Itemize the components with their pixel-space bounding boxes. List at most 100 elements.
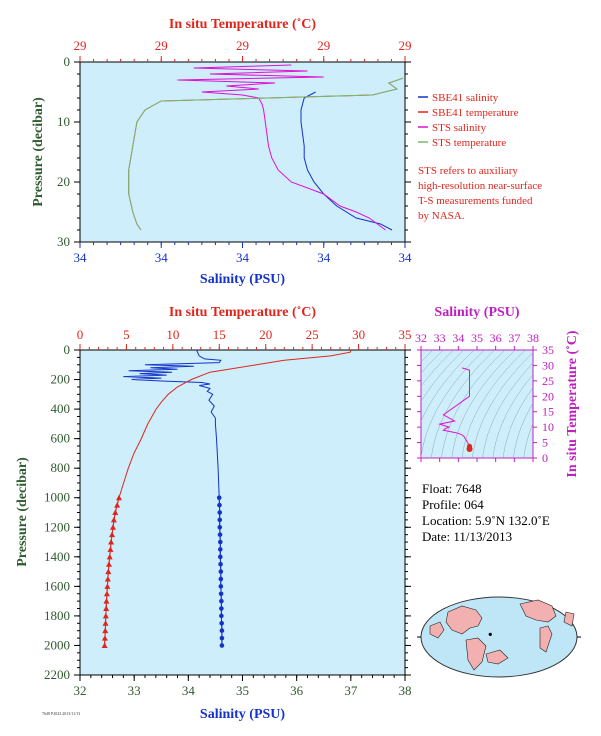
bottom-temp-tick-label: 25: [306, 327, 319, 342]
top-series-sts-salinity: [177, 64, 386, 231]
top-plot-area: [79, 61, 406, 243]
density-contour: [421, 350, 444, 374]
bottom-sal-tick-label: 33: [128, 683, 141, 698]
sts-note-line: by NASA.: [418, 210, 465, 222]
map-landmass: [445, 605, 483, 635]
ts-temp-tick-label: 0: [542, 451, 548, 465]
bottom-pressure-tick-label: 600: [51, 431, 71, 446]
map-landmass: [485, 649, 509, 665]
density-contour: [523, 422, 533, 458]
ts-temp-tick-label: 30: [542, 358, 554, 372]
density-contour: [421, 350, 475, 422]
map-landmass: [429, 621, 445, 639]
ts-temp-tick-label: 15: [542, 405, 554, 419]
float-location: Location: 5.9˚N 132.0˚E: [422, 513, 550, 528]
bottom-temp-tick-label: 35: [399, 327, 412, 342]
legend-label: SBE41 temperature: [432, 107, 519, 119]
profile-date: Date: 11/13/2013: [422, 529, 513, 544]
profile-number: Profile: 064: [422, 497, 484, 512]
ts-temp-tick-label: 20: [542, 389, 554, 403]
sts-note-line: STS refers to auxiliary: [418, 165, 518, 177]
sts-note-line: high-resolution near-surface: [418, 180, 542, 192]
top-temp-tick-label: 29: [399, 38, 412, 53]
float-location-marker: [488, 632, 492, 636]
float-id: Float: 7648: [422, 481, 482, 496]
bottom-series-temperature-markers-line: [104, 497, 120, 646]
ts-curve: [437, 367, 470, 450]
sts-note-line: T-S measurements funded: [418, 195, 533, 207]
top-sal-tick-label: 34: [155, 250, 169, 265]
bottom-sal-tick-label: 34: [182, 683, 196, 698]
ts-sal-tick-label: 36: [490, 331, 502, 345]
bottom-series-salinity-markers-line: [218, 497, 223, 646]
map-landmass: [465, 637, 487, 671]
map-landmass: [519, 599, 557, 623]
map-landmass: [563, 611, 575, 627]
top-temp-tick-label: 29: [317, 38, 330, 53]
top-legend: SBE41 salinity SBE41 temperature STS salin…: [418, 92, 542, 222]
density-contour: [482, 362, 533, 458]
ts-sal-tick-label: 38: [527, 331, 539, 345]
top-sal-axis-title: Salinity (PSU): [200, 272, 286, 287]
density-contour: [421, 350, 485, 458]
density-contour: [421, 350, 454, 387]
ts-sal-tick-label: 37: [508, 331, 520, 345]
ts-temp-axis-title: In situ Temperature (˚C): [565, 330, 580, 477]
float-info: Float: 7648 Profile: 064 Location: 5.9˚N…: [422, 481, 550, 545]
top-pressure-tick-label: 10: [57, 114, 70, 129]
ts-deep-cluster: [467, 443, 473, 449]
top-temp-tick-label: 29: [74, 38, 87, 53]
top-series-sbe41-salinity: [300, 91, 393, 231]
bottom-pressure-tick-label: 400: [51, 401, 71, 416]
ts-sal-axis-title: Salinity (PSU): [434, 305, 520, 320]
bottom-temp-tick-label: 15: [213, 327, 226, 342]
bottom-pressure-tick-label: 2200: [44, 667, 70, 682]
world-map: [417, 596, 581, 678]
bottom-temp-tick-label: 30: [352, 327, 365, 342]
density-contour: [502, 387, 533, 458]
map-landmass: [539, 625, 553, 653]
bottom-pressure-tick-label: 1000: [44, 490, 70, 505]
bottom-sal-tick-label: 35: [236, 683, 249, 698]
ts-temp-tick-label: 5: [542, 436, 548, 450]
bottom-pressure-tick-label: 1800: [44, 608, 70, 623]
ts-temp-tick-label: 35: [542, 343, 554, 357]
top-temp-tick-label: 29: [155, 38, 168, 53]
temperature-marker: [116, 494, 122, 501]
density-contour: [441, 350, 506, 458]
legend-label: STS temperature: [432, 137, 506, 149]
footer-small-text: 7648 P2023 2013/11/13: [42, 711, 81, 716]
density-contour: [492, 374, 533, 458]
bottom-panel: 0 5 10 15 20 25 30 35 32 33 34 35 36 37 38 0 200 400 600 80…: [15, 305, 412, 722]
bottom-plot-area: [79, 349, 406, 676]
top-temp-axis-title: In situ Temperature (˚C): [169, 17, 316, 32]
bottom-sal-tick-label: 38: [399, 683, 412, 698]
top-panel: 29 29 29 29 29 34 34 34 34 34 0 10 20 30 In situ Tempe…: [31, 17, 412, 287]
ts-density-contours: [421, 350, 533, 458]
density-contour: [421, 350, 464, 403]
ts-temp-tick-label: 10: [542, 420, 554, 434]
bottom-temp-tick-label: 5: [123, 327, 130, 342]
top-pressure-tick-label: 30: [57, 234, 70, 249]
bottom-pressure-tick-label: 800: [51, 460, 71, 475]
density-contour: [472, 352, 533, 458]
top-sal-tick-label: 34: [74, 250, 88, 265]
top-pressure-tick-label: 0: [64, 54, 71, 69]
ts-sal-tick-label: 32: [415, 331, 427, 345]
ts-sal-tick-label: 34: [452, 331, 464, 345]
bottom-sal-tick-label: 32: [74, 683, 87, 698]
map-ocean: [420, 596, 578, 678]
bottom-pressure-tick-label: 0: [64, 342, 71, 357]
ts-sal-tick-label: 33: [434, 331, 446, 345]
bottom-temp-tick-label: 0: [77, 327, 84, 342]
ts-temp-tick-label: 25: [542, 374, 554, 388]
bottom-sal-tick-label: 37: [344, 683, 358, 698]
bottom-temp-tick-label: 20: [259, 327, 272, 342]
bottom-temp-axis-title: In situ Temperature (˚C): [169, 305, 316, 320]
bottom-pressure-tick-label: 2000: [44, 637, 70, 652]
legend-label: STS salinity: [432, 122, 487, 134]
bottom-temp-tick-label: 10: [166, 327, 179, 342]
density-contour: [513, 402, 533, 458]
